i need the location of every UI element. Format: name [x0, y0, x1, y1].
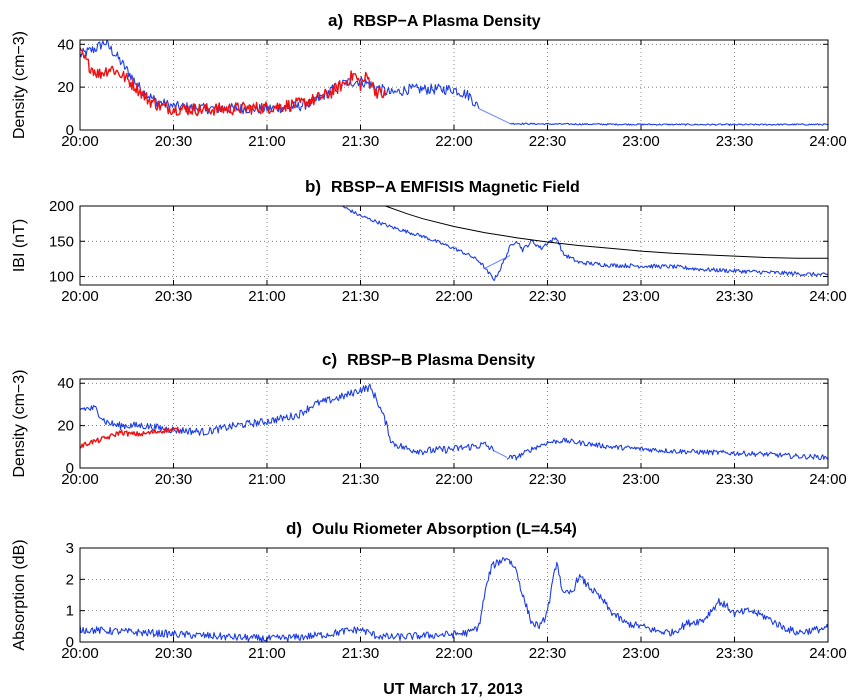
x-tick-label: 20:30 [155, 471, 193, 488]
series-line-2 [494, 450, 508, 458]
y-tick-label: 20 [57, 418, 74, 435]
x-tick-label: 21:00 [248, 471, 286, 488]
series-line-1 [341, 206, 486, 269]
y-tick-label: 0 [66, 122, 74, 139]
x-tick-label: 22:00 [435, 288, 473, 305]
y-axis-title: Density (cm−3) [11, 369, 28, 477]
panel-title-text: RBSP−A EMFISIS Magnetic Field [331, 179, 580, 196]
y-tick-label: 20 [57, 79, 74, 96]
series-line-3 [509, 122, 828, 126]
panel-b: 20:00 20:30 21:00 21:30 22:00 22:30 23:00 23:30… [11, 177, 847, 305]
y-tick-label: 100 [49, 269, 74, 286]
x-tick-label: 21:00 [248, 288, 286, 305]
series-line-3 [485, 237, 828, 281]
panel-title: c) RBSP−B Plasma Density [322, 350, 535, 369]
y-tick-label: 1 [66, 603, 74, 620]
x-tick-label: 22:00 [435, 471, 473, 488]
x-tick-label: 23:30 [716, 288, 754, 305]
series-line-2 [478, 108, 511, 125]
panel-title: b) RBSP−A EMFISIS Magnetic Field [305, 177, 580, 196]
x-tick-label: 22:00 [435, 645, 473, 662]
series-line-1 [80, 557, 828, 642]
x-tick-label: 22:30 [529, 288, 567, 305]
y-axis-title: Absorption (dB) [11, 539, 28, 650]
y-axis-title: Density (cm−3) [11, 31, 28, 139]
y-tick-label: 40 [57, 375, 74, 392]
panel-title-text: RBSP−A Plasma Density [353, 13, 541, 30]
x-tick-label: 21:30 [342, 645, 380, 662]
y-tick-label: 2 [66, 571, 74, 588]
x-tick-label: 20:00 [61, 471, 99, 488]
x-tick-label: 22:30 [529, 645, 567, 662]
panel-title: d) Oulu Riometer Absorption (L=4.54) [286, 519, 577, 538]
x-tick-label: 21:30 [342, 471, 380, 488]
axes-box [79, 547, 829, 643]
x-tick-label: 23:00 [622, 288, 660, 305]
x-tick-label: 24:00 [809, 471, 847, 488]
panel-letter: d) [286, 519, 302, 538]
x-tick-label: 20:30 [155, 288, 193, 305]
x-tick-label: 21:00 [248, 133, 286, 150]
panel-title: a) RBSP−A Plasma Density [328, 11, 541, 30]
panel-title-text: Oulu Riometer Absorption (L=4.54) [312, 521, 577, 538]
series-line-1 [80, 40, 480, 115]
panel-c: 20:00 20:30 21:00 21:30 22:00 22:30 23:00 23:30… [11, 350, 847, 488]
x-tick-label: 23:30 [716, 133, 754, 150]
series-line-4 [80, 427, 181, 449]
x-tick-label: 22:30 [529, 133, 567, 150]
series-line-1 [80, 383, 495, 456]
x-tick-label: 20:00 [61, 133, 99, 150]
y-tick-label: 0 [66, 460, 74, 477]
series-line-4 [80, 47, 387, 117]
x-tick-label: 21:30 [342, 288, 380, 305]
x-tick-label: 23:00 [622, 471, 660, 488]
x-tick-label: 20:30 [155, 645, 193, 662]
x-tick-label: 21:00 [248, 645, 286, 662]
x-axis-title: UT March 17, 2013 [383, 681, 523, 698]
panel-a: 20:00 20:30 21:00 21:30 22:00 22:30 23:00 23:30… [11, 11, 847, 150]
y-tick-label: 3 [66, 540, 74, 557]
panel-letter: b) [305, 177, 321, 196]
x-tick-label: 23:30 [716, 471, 754, 488]
x-tick-label: 24:00 [809, 133, 847, 150]
x-tick-label: 23:00 [622, 133, 660, 150]
panel-d: 20:00 20:30 21:00 21:30 22:00 22:30 23:00 23:30… [11, 519, 847, 662]
x-tick-label: 23:30 [716, 645, 754, 662]
x-tick-label: 23:00 [622, 645, 660, 662]
x-tick-label: 22:30 [529, 471, 567, 488]
y-axis-title: IBI (nT) [11, 219, 28, 272]
series-line-4 [385, 206, 828, 259]
y-tick-label: 40 [57, 36, 74, 53]
y-tick-label: 150 [49, 233, 74, 250]
y-tick-label: 200 [49, 198, 74, 215]
axes-box [79, 205, 829, 286]
x-tick-label: 24:00 [809, 645, 847, 662]
panel-title-text: RBSP−B Plasma Density [347, 352, 535, 369]
x-tick-label: 20:00 [61, 645, 99, 662]
y-tick-label: 0 [66, 634, 74, 651]
panel-letter: a) [328, 11, 343, 30]
panel-letter: c) [322, 350, 337, 369]
x-tick-label: 24:00 [809, 288, 847, 305]
x-tick-label: 20:00 [61, 288, 99, 305]
x-tick-label: 22:00 [435, 133, 473, 150]
x-tick-label: 21:30 [342, 133, 380, 150]
series-line-3 [506, 437, 828, 461]
x-tick-label: 20:30 [155, 133, 193, 150]
